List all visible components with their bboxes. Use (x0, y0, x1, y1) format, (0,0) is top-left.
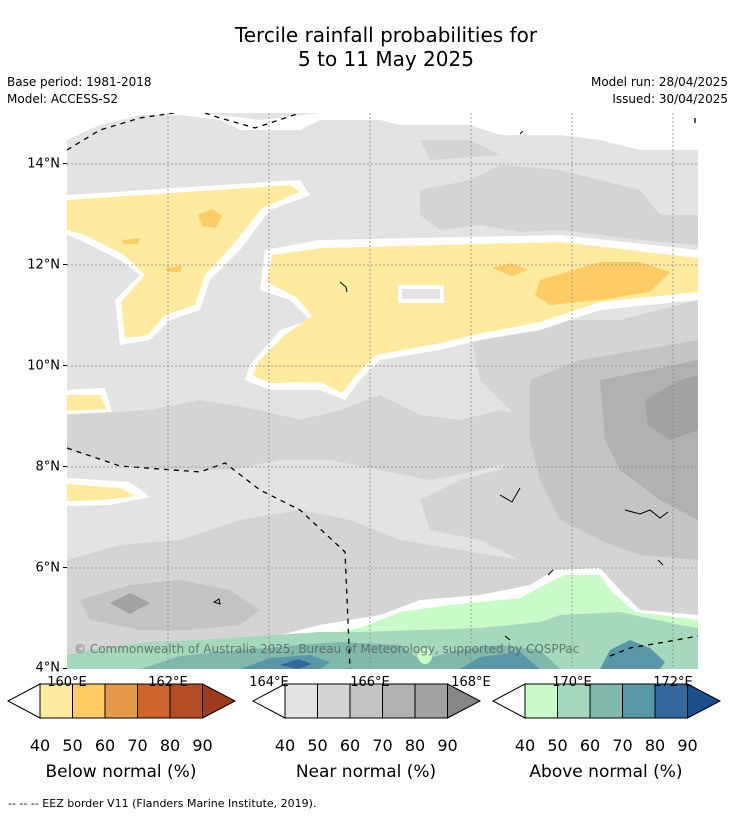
model-run-text: Model run: 28/04/2025 (590, 75, 728, 89)
map-gridlines (67, 113, 698, 669)
below-normal-label: Below normal (%) (45, 762, 197, 782)
near-normal-50-north2 (420, 140, 500, 160)
near-normal-80-south (110, 593, 150, 614)
above-tick-80: 80 (644, 736, 666, 755)
lat-label-14n: 14°N (27, 156, 60, 172)
above-normal-70-east (600, 640, 665, 669)
meta-left: Base period: 1981-2018 Model: ACCESS-S2 (7, 74, 152, 108)
below-tick-80: 80 (159, 736, 181, 755)
below-normal-40-small1 (67, 395, 107, 411)
lat-tick-marks (63, 163, 67, 669)
below-tick-90: 90 (192, 736, 213, 755)
model-text: Model: ACCESS-S2 (7, 92, 119, 106)
colorbar-below (6, 683, 237, 719)
near-normal-50-north (420, 165, 698, 245)
lon-label-170e: 170°E (552, 675, 592, 690)
lon-label-168e: 168°E (451, 675, 491, 690)
below-normal-50-spot4 (492, 263, 528, 276)
above-tick-50: 50 (547, 736, 568, 755)
white-north-region (67, 113, 698, 150)
map-title-line2: 5 to 11 May 2025 (298, 47, 474, 71)
above-tick-60: 60 (579, 736, 601, 755)
lat-label-10n: 10°N (27, 358, 60, 374)
map-title-line1: Tercile rainfall probabilities for (234, 23, 538, 47)
lon-label-164e: 164°E (249, 675, 289, 690)
near-tick-80: 80 (404, 736, 426, 755)
near-gap-central (402, 289, 440, 299)
above-tick-70: 70 (612, 736, 633, 755)
below-normal-40-small2 (67, 484, 136, 501)
lat-label-6n: 6°N (35, 560, 61, 576)
below-normal-40-west (67, 185, 300, 338)
colorbar-near (251, 683, 482, 719)
above-normal-60 (140, 642, 560, 669)
lon-label-166e: 166°E (350, 675, 390, 690)
near-tick-50: 50 (307, 736, 328, 755)
near-normal-80-east (645, 375, 698, 440)
near-normal-50-central (67, 395, 560, 480)
lat-label-8n: 8°N (35, 459, 61, 475)
near-normal-60-south (80, 580, 260, 630)
copyright-notice: © Commonwealth of Australia 2025, Bureau… (74, 642, 579, 656)
lat-label-12n: 12°N (27, 257, 60, 273)
near-tick-40: 40 (274, 736, 296, 755)
below-normal-50-east (535, 262, 670, 305)
above-normal-label: Above normal (%) (529, 762, 683, 782)
near-tick-60: 60 (339, 736, 361, 755)
map-plot-area (67, 113, 698, 669)
issued-text: Issued: 30/04/2025 (612, 92, 728, 106)
base-period-text: Base period: 1981-2018 (7, 75, 152, 89)
colorbar-above (491, 683, 722, 719)
coastline-atolls (212, 130, 669, 641)
eez-border-lines (67, 113, 698, 669)
below-tick-50: 50 (62, 736, 83, 755)
lon-label-162e: 162°E (148, 675, 188, 690)
above-normal-70-mid (460, 652, 540, 669)
meta-right: Model run: 28/04/2025 Issued: 30/04/2025 (591, 74, 728, 108)
above-tick-40: 40 (514, 736, 536, 755)
below-tick-70: 70 (127, 736, 148, 755)
near-normal-label: Near normal (%) (295, 762, 437, 782)
below-normal-50-spot2 (122, 238, 140, 244)
lat-label-4n: 4°N (35, 660, 61, 676)
above-tick-90: 90 (677, 736, 698, 755)
above-normal-40-spot (418, 648, 432, 664)
near-tick-70: 70 (372, 736, 393, 755)
near-tick-90: 90 (437, 736, 458, 755)
below-normal-50-spot1 (198, 209, 222, 228)
lon-label-160e: 160°E (47, 675, 87, 690)
below-tick-40: 40 (29, 736, 51, 755)
eez-border-footnote: -- -- -- EEZ border V11 (Flanders Marine… (8, 797, 317, 810)
lon-label-172e: 172°E (653, 675, 693, 690)
below-normal-50-spot3 (166, 266, 182, 272)
below-tick-60: 60 (94, 736, 116, 755)
above-normal-80-spot (280, 659, 312, 669)
